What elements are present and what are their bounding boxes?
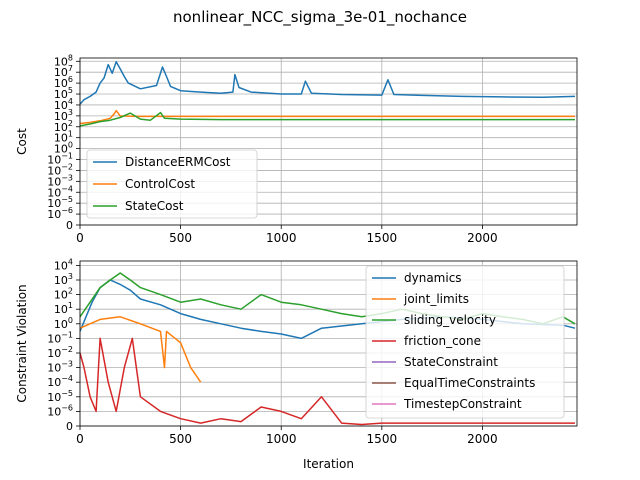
legend-entry-label: StateConstraint: [404, 355, 498, 369]
y-tick-label: 101: [54, 301, 73, 316]
y-tick-label: 10−1: [47, 330, 73, 345]
cost-subplot: 0 500 1000 1500 2000108107106105104103102101…: [15, 53, 578, 245]
y-tick-label: 103: [54, 108, 73, 123]
series-line-statecost: [80, 111, 575, 127]
y-tick-label: 105: [54, 86, 73, 101]
y-tick-label: 10−3: [47, 360, 73, 375]
x-tick-label: 1000: [266, 231, 297, 245]
y-tick-label: 10−4: [47, 374, 73, 389]
y-axis-label: Constraint Violation: [15, 284, 29, 402]
legend: DistanceERMCost ControlCost StateCost: [86, 149, 258, 219]
legend-box: [365, 265, 565, 419]
legend-entry-label: dynamics: [404, 271, 462, 285]
y-tick-label: 101: [54, 130, 73, 145]
y-tick-label: 0: [66, 420, 73, 433]
legend-entry-label: ControlCost: [125, 177, 195, 191]
x-tick-label: 1000: [266, 432, 297, 446]
y-tick-label: 10−6: [47, 206, 73, 221]
y-tick-label: 102: [54, 287, 73, 302]
y-tick-label: 104: [54, 97, 73, 112]
x-tick-label: 0: [76, 432, 84, 446]
axes-frame: [79, 57, 578, 226]
legend-box: [86, 149, 258, 219]
y-tick-label: 10−4: [47, 184, 73, 199]
y-tick-label: 10−1: [47, 152, 73, 167]
legend: dynamics joint_limits sliding_velocityfric…: [365, 265, 565, 419]
constraint-subplot: 0 500 1000 1500 200010410310210110010−110−21…: [15, 257, 578, 471]
x-tick-label: 500: [169, 231, 192, 245]
x-tick-label: 1500: [367, 231, 398, 245]
x-tick-label: 1500: [367, 432, 398, 446]
x-tick-label: 2000: [467, 432, 498, 446]
y-tick-label: 102: [54, 119, 73, 134]
y-tick-label: 10−2: [47, 162, 73, 177]
y-tick-label: 100: [54, 141, 73, 156]
series-line-controlcost: [80, 109, 575, 125]
y-tick-label: 107: [54, 64, 73, 79]
y-tick-label: 103: [54, 272, 73, 287]
legend-entry-label: DistanceERMCost: [125, 155, 231, 169]
y-tick-label: 10−5: [47, 389, 73, 404]
axes-frame: [79, 260, 578, 427]
y-tick-label: 108: [54, 53, 73, 68]
figure-title: nonlinear_NCC_sigma_3e-01_nochance: [173, 8, 467, 27]
y-tick-label: 10−6: [47, 403, 73, 418]
y-tick-label: 100: [54, 316, 73, 331]
legend-entry-label: StateCost: [125, 199, 184, 213]
series-line-joint-limits: [80, 316, 202, 383]
y-tick-label: 0: [66, 219, 73, 232]
y-tick-label: 10−3: [47, 173, 73, 188]
x-axis-label: Iteration: [303, 457, 354, 471]
x-tick-label: 500: [169, 432, 192, 446]
y-tick-label: 10−2: [47, 345, 73, 360]
series-line-distanceermcost: [80, 61, 576, 105]
series-line-friction-cone: [80, 337, 575, 426]
legend-entry-label: friction_cone: [404, 334, 481, 348]
legend-entry-label: joint_limits: [403, 292, 469, 306]
y-tick-label: 10−5: [47, 195, 73, 210]
y-tick-label: 104: [54, 257, 73, 272]
series-group: [80, 61, 576, 127]
legend-entry-label: TimestepConstraint: [403, 397, 522, 411]
x-tick-label: 0: [76, 231, 84, 245]
y-axis-label: Cost: [15, 128, 29, 155]
legend-entry-label: EqualTimeConstraints: [404, 376, 535, 390]
legend-entry-label: sliding_velocity: [404, 313, 496, 327]
x-tick-label: 2000: [467, 231, 498, 245]
y-tick-label: 106: [54, 75, 73, 90]
